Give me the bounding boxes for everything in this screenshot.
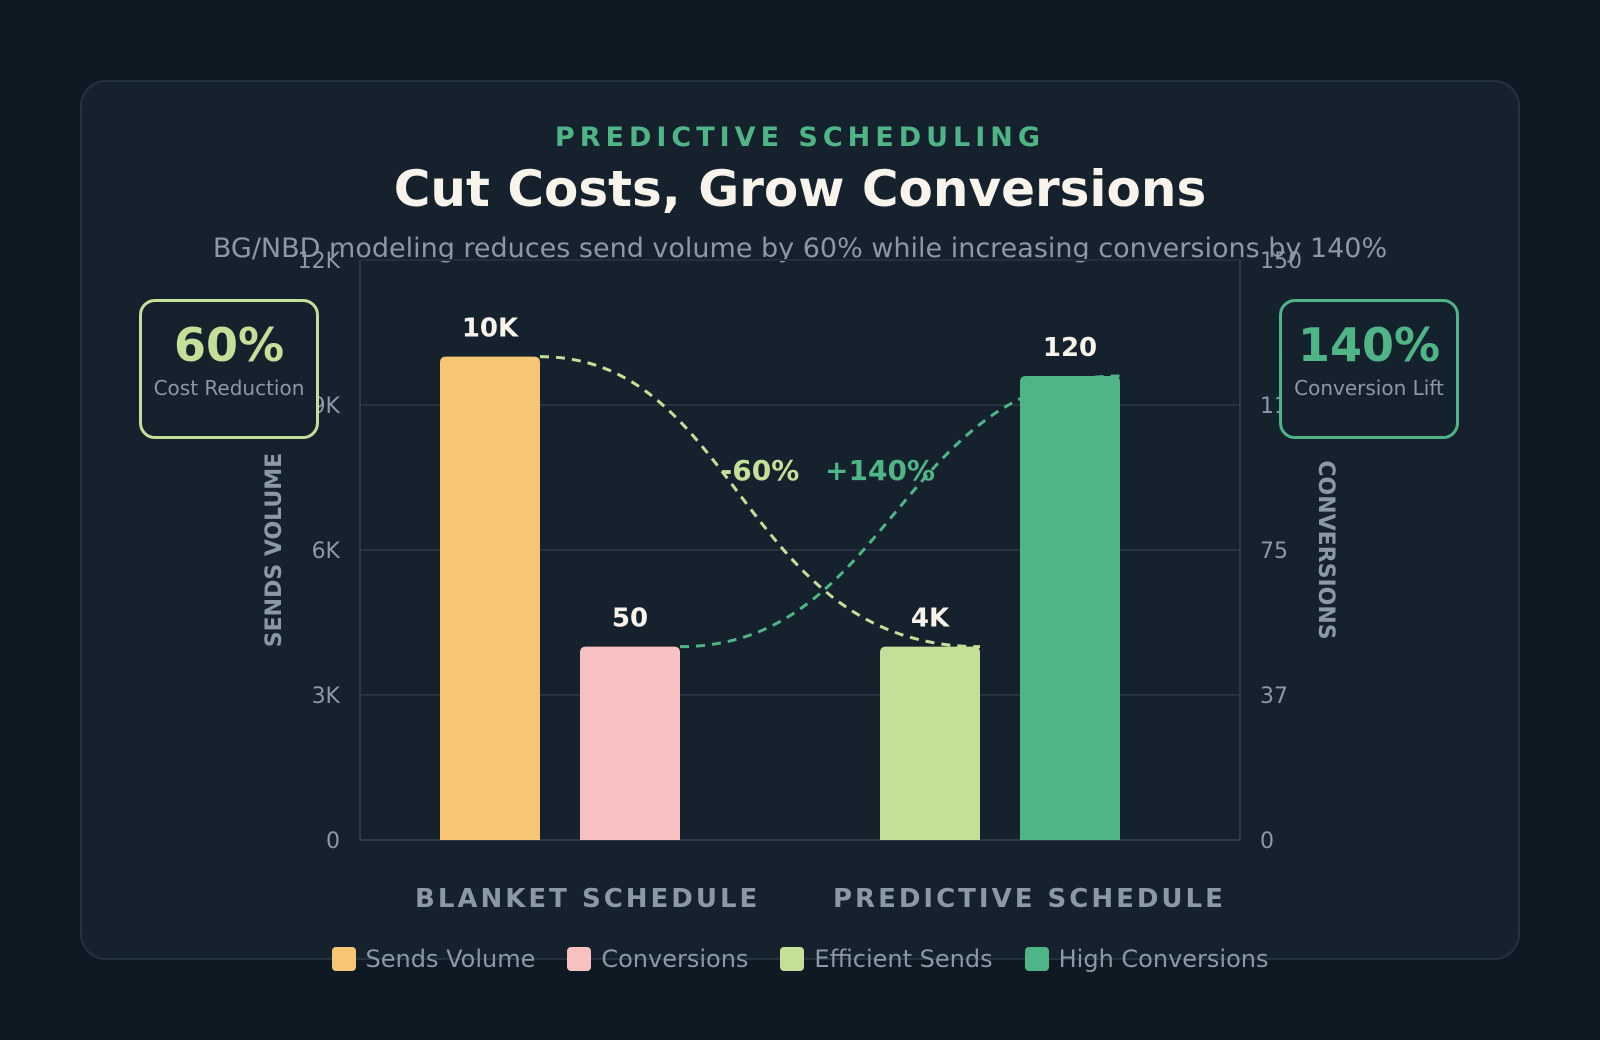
y-left-tick-label: 12K: [298, 249, 341, 274]
annotation-sends-change: -60%: [721, 454, 800, 487]
bar-high-conversions: [1020, 376, 1120, 840]
group-label-blanket: BLANKET SCHEDULE: [415, 884, 761, 914]
chart-subtitle: BG/NBD modeling reduces send volume by 6…: [212, 233, 1388, 264]
kpi-conversion-lift-value: 140%: [1297, 318, 1441, 372]
connector-sends-curve: [539, 355, 981, 649]
y-left-tick-label: 0: [326, 829, 340, 854]
legend-item-sends-volume: Sends Volume: [331, 945, 536, 973]
y-left-tick-label: 3K: [312, 684, 341, 709]
kpi-cost-reduction: 60% Cost Reduction: [139, 299, 319, 439]
kpi-conversion-lift: 140% Conversion Lift: [1279, 299, 1459, 439]
bar-data-label: 50: [612, 604, 648, 634]
y-left-tick-label: 6K: [312, 539, 341, 564]
chart-card: [80, 80, 1520, 960]
bar-data-label: 10K: [462, 314, 519, 344]
y-right-tick-label: 0: [1260, 829, 1274, 854]
legend: Sends Volume Conversions Efficient Sends…: [0, 945, 1600, 973]
chart-eyebrow: PREDICTIVE SCHEDULING: [554, 122, 1046, 153]
bar-sends-volume: [440, 356, 540, 840]
chart-title: Cut Costs, Grow Conversions: [393, 160, 1207, 218]
legend-label-conversions: Conversions: [601, 945, 749, 973]
bar-data-label: 120: [1043, 333, 1097, 363]
legend-swatch-high-conversions: [1024, 947, 1049, 971]
legend-item-efficient-sends: Efficient Sends: [780, 945, 993, 973]
kpi-conversion-lift-label: Conversion Lift: [1294, 376, 1444, 400]
bar-data-label: 4K: [911, 604, 950, 634]
legend-swatch-conversions: [567, 947, 592, 971]
legend-label-high-conversions: High Conversions: [1058, 945, 1269, 973]
y-left-axis-title: SENDS VOLUME: [262, 453, 287, 647]
kpi-cost-reduction-value: 60%: [173, 318, 285, 372]
connector-conversions-curve: [679, 374, 1121, 649]
group-label-predictive: PREDICTIVE SCHEDULE: [833, 884, 1226, 914]
y-right-tick-label: 37: [1260, 684, 1288, 709]
bar-efficient-sends: [880, 646, 980, 840]
legend-item-conversions: Conversions: [567, 945, 748, 973]
bar-conversions: [580, 646, 680, 840]
legend-item-high-conversions: High Conversions: [1024, 945, 1269, 973]
annotation-conversions-change: +140%: [825, 454, 935, 487]
legend-label-efficient-sends: Efficient Sends: [814, 945, 993, 973]
y-right-axis-title: CONVERSIONS: [1313, 460, 1338, 639]
legend-label-sends-volume: Sends Volume: [365, 945, 536, 973]
legend-swatch-sends-volume: [331, 947, 356, 971]
legend-swatch-efficient-sends: [780, 947, 805, 971]
y-right-tick-label: 75: [1260, 539, 1288, 564]
kpi-cost-reduction-label: Cost Reduction: [153, 376, 305, 400]
y-right-tick-label: 150: [1260, 249, 1302, 274]
